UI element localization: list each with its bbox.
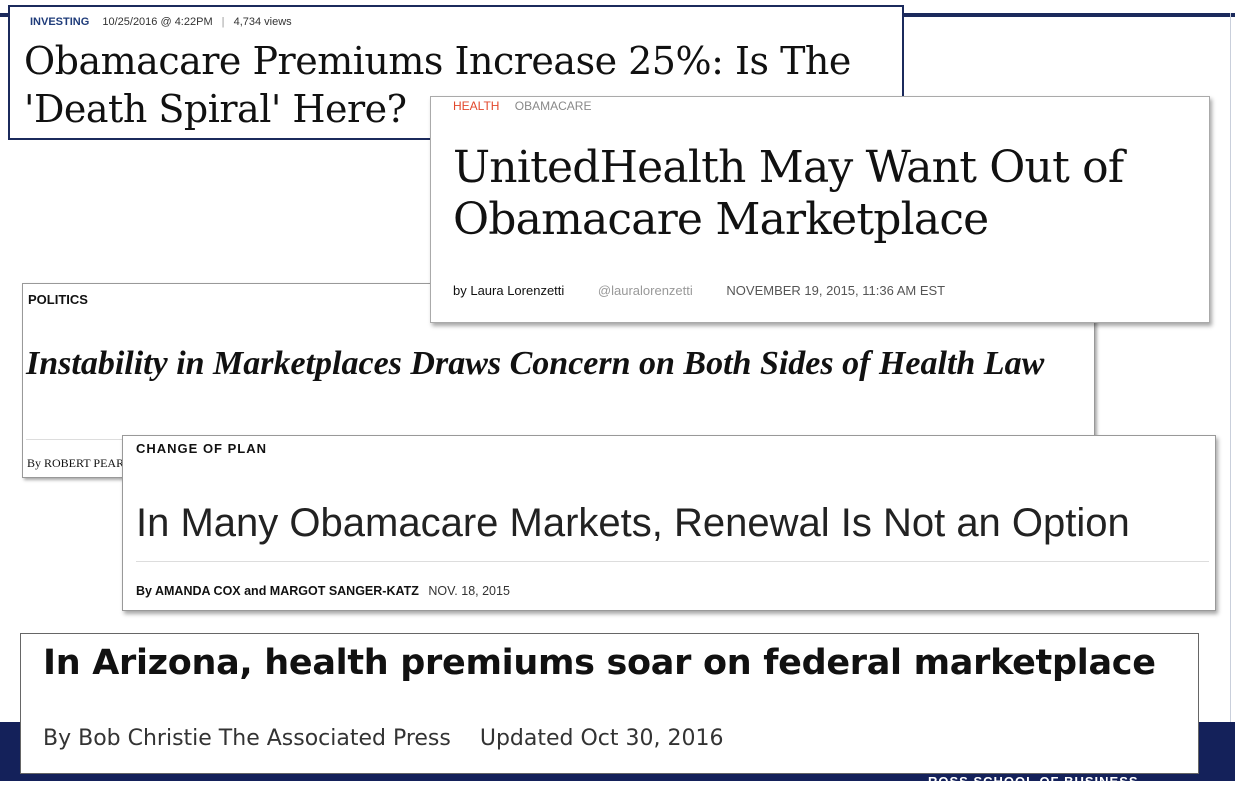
article-headline: UnitedHealth May Want Out of Obamacare M…: [453, 142, 1124, 245]
article-tags: HEALTH OBAMACARE: [453, 99, 591, 113]
slide-right-rule: [1230, 13, 1231, 723]
article-headline: Obamacare Premiums Increase 25%: Is The …: [24, 39, 851, 131]
article-meta: INVESTING 10/25/2016 @ 4:22PM | 4,734 vi…: [30, 16, 292, 28]
article-byline: By AMANDA COX and MARGOT SANGER-KATZ NOV…: [136, 584, 510, 598]
tag-health[interactable]: HEALTH: [453, 99, 500, 113]
article-headline: In Arizona, health premiums soar on fede…: [43, 643, 1156, 683]
author-handle[interactable]: @lauralorenzetti: [597, 283, 693, 298]
slide-footer-text: ROSS SCHOOL OF BUSINESS: [928, 774, 1139, 789]
author-names: By AMANDA COX and MARGOT SANGER-KATZ: [136, 584, 419, 598]
section-label[interactable]: INVESTING: [30, 16, 90, 28]
article-byline: By ROBERT PEAR: [27, 456, 125, 470]
publish-date: NOVEMBER 19, 2015, 11:36 AM EST: [726, 283, 946, 298]
section-label[interactable]: POLITICS: [28, 292, 88, 307]
section-label[interactable]: CHANGE OF PLAN: [136, 441, 267, 456]
article-headline: Instability in Marketplaces Draws Concer…: [26, 345, 1045, 382]
author-name: By Bob Christie The Associated Press: [43, 726, 451, 751]
article-byline: By Bob Christie The Associated Press Upd…: [43, 726, 724, 751]
divider: [136, 561, 1209, 562]
publish-date: 10/25/2016 @ 4:22PM: [102, 16, 213, 28]
article-byline: by Laura Lorenzetti @lauralorenzetti NOV…: [453, 283, 945, 298]
tag-obamacare[interactable]: OBAMACARE: [514, 99, 592, 113]
article-card-ap: In Arizona, health premiums soar on fede…: [20, 633, 1199, 774]
article-card-fortune: HEALTH OBAMACARE UnitedHealth May Want O…: [430, 96, 1210, 323]
publish-date: Updated Oct 30, 2016: [479, 726, 724, 751]
meta-separator: |: [221, 16, 225, 28]
article-headline: In Many Obamacare Markets, Renewal Is No…: [136, 501, 1130, 545]
article-card-nyt-upshot: CHANGE OF PLAN In Many Obamacare Markets…: [122, 435, 1216, 611]
view-count: 4,734 views: [233, 16, 292, 28]
publish-date: NOV. 18, 2015: [428, 584, 510, 598]
author-name[interactable]: by Laura Lorenzetti: [453, 283, 565, 298]
